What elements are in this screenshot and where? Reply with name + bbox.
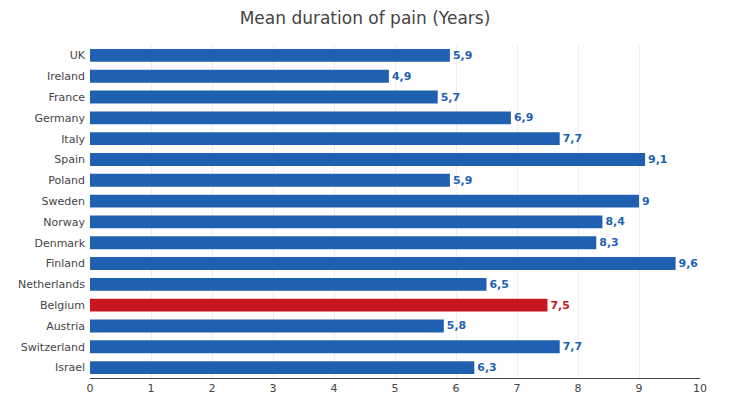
- svg-text:9: 9: [636, 382, 643, 395]
- svg-text:Sweden: Sweden: [42, 195, 85, 208]
- svg-text:0: 0: [87, 382, 94, 395]
- svg-text:UK: UK: [70, 49, 86, 62]
- svg-text:Mean duration of pain (Years): Mean duration of pain (Years): [240, 8, 491, 28]
- svg-text:9,6: 9,6: [679, 257, 698, 270]
- svg-text:8,3: 8,3: [599, 236, 618, 249]
- svg-text:Switzerland: Switzerland: [21, 341, 85, 354]
- svg-text:5,9: 5,9: [453, 174, 472, 187]
- svg-text:Italy: Italy: [61, 133, 85, 146]
- svg-text:6,9: 6,9: [514, 111, 533, 124]
- svg-text:7,5: 7,5: [551, 299, 570, 312]
- svg-text:5,8: 5,8: [447, 319, 466, 332]
- svg-text:5,9: 5,9: [453, 49, 472, 62]
- svg-text:8,4: 8,4: [605, 215, 625, 228]
- svg-text:1: 1: [148, 382, 155, 395]
- svg-text:Austria: Austria: [46, 320, 85, 333]
- svg-text:5,7: 5,7: [441, 91, 460, 104]
- svg-text:France: France: [48, 91, 85, 104]
- svg-text:Poland: Poland: [48, 174, 85, 187]
- svg-text:3: 3: [270, 382, 277, 395]
- svg-text:7,7: 7,7: [563, 132, 582, 145]
- svg-text:2: 2: [209, 382, 216, 395]
- svg-text:Netherlands: Netherlands: [18, 278, 85, 291]
- svg-text:Norway: Norway: [43, 216, 85, 229]
- svg-text:Belgium: Belgium: [40, 299, 85, 312]
- svg-text:Ireland: Ireland: [47, 70, 85, 83]
- svg-text:6,3: 6,3: [477, 361, 496, 374]
- svg-text:Germany: Germany: [34, 112, 85, 125]
- svg-text:6: 6: [453, 382, 460, 395]
- svg-text:4: 4: [331, 382, 338, 395]
- svg-text:4,9: 4,9: [392, 70, 411, 83]
- svg-text:9,1: 9,1: [648, 153, 667, 166]
- svg-text:10: 10: [693, 382, 707, 395]
- svg-text:Finland: Finland: [46, 257, 85, 270]
- svg-text:5: 5: [392, 382, 399, 395]
- svg-text:8: 8: [575, 382, 582, 395]
- svg-text:6,5: 6,5: [490, 278, 509, 291]
- svg-text:7: 7: [514, 382, 521, 395]
- svg-text:Spain: Spain: [54, 153, 85, 166]
- svg-text:Denmark: Denmark: [34, 237, 85, 250]
- svg-text:Israel: Israel: [55, 361, 85, 374]
- svg-text:7,7: 7,7: [563, 340, 582, 353]
- svg-text:9: 9: [642, 195, 650, 208]
